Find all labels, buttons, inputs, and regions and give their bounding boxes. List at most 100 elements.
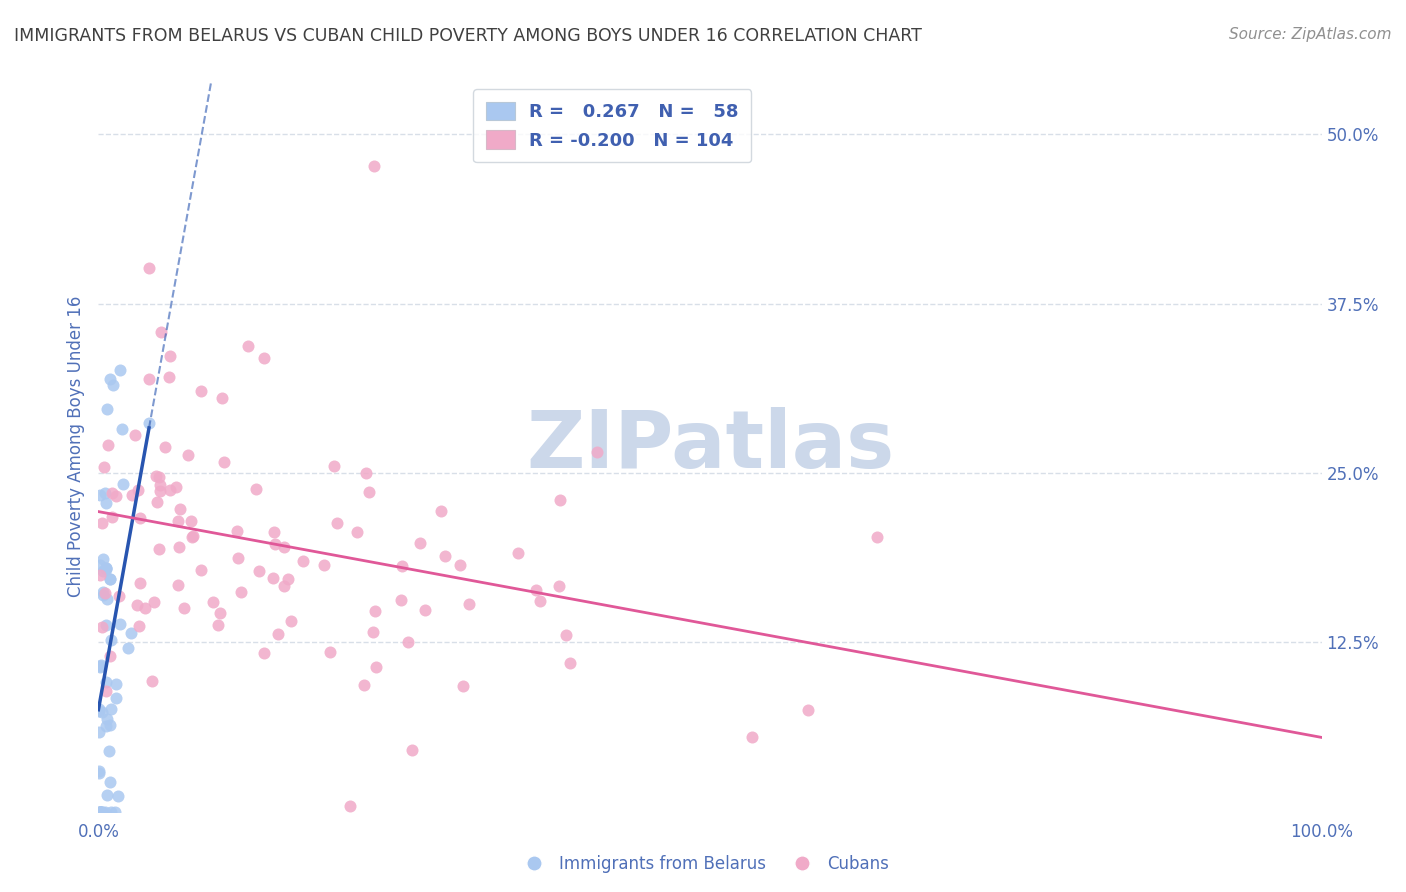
Point: [389, 593, 412, 607]
Point: [173, 601, 195, 615]
Point: [93, 460, 115, 475]
Point: [87, 805, 110, 819]
Point: [238, 339, 260, 353]
Point: [125, 599, 148, 613]
Point: [149, 483, 172, 498]
Point: [127, 483, 149, 497]
Point: [149, 477, 172, 491]
Text: Source: ZipAtlas.com: Source: ZipAtlas.com: [1229, 27, 1392, 42]
Point: [141, 673, 163, 688]
Point: [90, 805, 112, 819]
Point: [89, 805, 111, 819]
Point: [150, 326, 173, 340]
Point: [104, 691, 127, 706]
Point: [100, 805, 122, 819]
Point: [326, 516, 349, 530]
Point: [229, 584, 252, 599]
Point: [96, 712, 118, 726]
Point: [94, 560, 117, 574]
Y-axis label: Child Poverty Among Boys Under 16: Child Poverty Among Boys Under 16: [67, 295, 86, 597]
Point: [108, 590, 131, 604]
Point: [98, 372, 121, 386]
Point: [129, 510, 152, 524]
Point: [401, 742, 423, 756]
Point: [89, 567, 111, 582]
Point: [128, 618, 150, 632]
Point: [253, 646, 276, 660]
Point: [107, 789, 129, 804]
Point: [391, 558, 413, 573]
Point: [202, 595, 225, 609]
Point: [280, 614, 302, 628]
Point: [413, 603, 436, 617]
Point: [100, 633, 122, 648]
Point: [157, 369, 180, 384]
Point: [98, 718, 121, 732]
Point: [105, 489, 128, 503]
Point: [89, 704, 111, 718]
Point: [548, 492, 571, 507]
Point: [138, 260, 160, 275]
Point: [433, 549, 456, 563]
Point: [429, 504, 451, 518]
Point: [273, 541, 295, 555]
Point: [797, 703, 820, 717]
Point: [247, 564, 270, 578]
Point: [555, 628, 578, 642]
Point: [91, 620, 114, 634]
Point: [508, 546, 530, 560]
Point: [357, 484, 380, 499]
Point: [98, 572, 121, 586]
Point: [94, 719, 117, 733]
Point: [96, 401, 118, 416]
Point: [457, 597, 479, 611]
Point: [190, 564, 212, 578]
Point: [560, 656, 582, 670]
Point: [142, 595, 165, 609]
Point: [89, 724, 111, 739]
Point: [91, 805, 114, 819]
Legend: R =   0.267   N =   58, R = -0.200   N = 104: R = 0.267 N = 58, R = -0.200 N = 104: [472, 89, 751, 162]
Point: [94, 805, 117, 819]
Point: [117, 641, 139, 656]
Point: [451, 679, 474, 693]
Point: [153, 440, 176, 454]
Point: [146, 495, 169, 509]
Point: [398, 635, 420, 649]
Point: [89, 805, 111, 819]
Point: [166, 577, 188, 591]
Point: [165, 480, 187, 494]
Point: [169, 502, 191, 516]
Point: [94, 562, 117, 576]
Point: [292, 554, 315, 568]
Point: [409, 536, 432, 550]
Point: [120, 625, 142, 640]
Point: [98, 775, 121, 789]
Point: [112, 476, 135, 491]
Point: [94, 561, 117, 575]
Point: [211, 391, 233, 405]
Point: [208, 607, 231, 621]
Point: [108, 363, 131, 377]
Text: ZIPatlas: ZIPatlas: [526, 407, 894, 485]
Point: [96, 618, 118, 632]
Point: [148, 469, 170, 483]
Point: [263, 525, 285, 540]
Point: [90, 805, 112, 819]
Point: [273, 579, 295, 593]
Point: [87, 765, 110, 780]
Point: [103, 378, 125, 392]
Point: [98, 744, 121, 758]
Point: [167, 514, 190, 528]
Point: [228, 551, 250, 566]
Point: [110, 616, 132, 631]
Point: [267, 626, 290, 640]
Point: [319, 645, 342, 659]
Point: [346, 524, 368, 539]
Point: [89, 805, 111, 819]
Point: [100, 648, 122, 663]
Point: [103, 805, 125, 819]
Point: [91, 564, 114, 578]
Point: [94, 675, 117, 690]
Point: [138, 371, 160, 385]
